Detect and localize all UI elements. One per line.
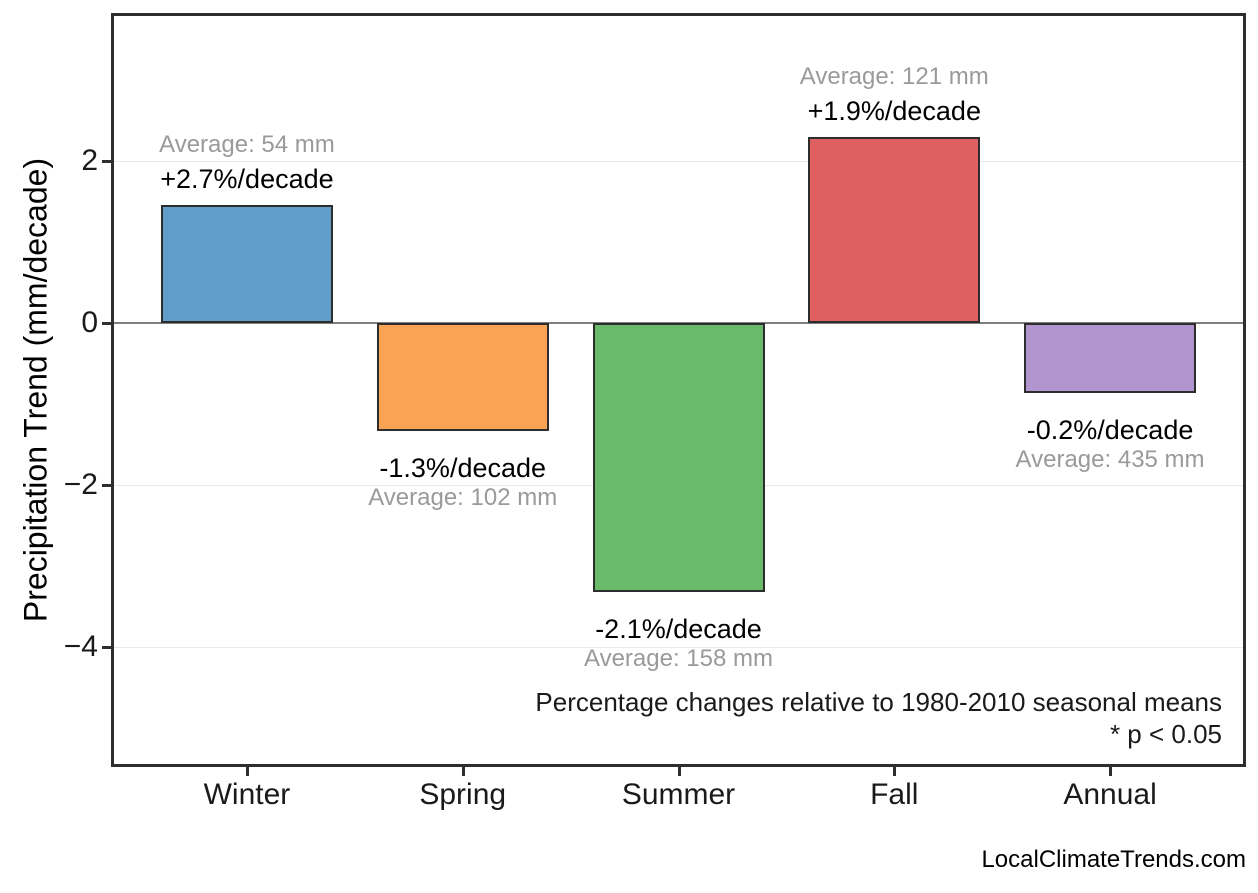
bar-summer bbox=[592, 323, 765, 592]
y-tick-label: 0 bbox=[81, 306, 98, 339]
annotation-significance: * p < 0.05 bbox=[1109, 719, 1222, 749]
annotation-note: Percentage changes relative to 1980-2010… bbox=[535, 687, 1222, 717]
y-axis-title: Precipitation Trend (mm/decade) bbox=[17, 157, 54, 623]
bar-winter bbox=[160, 204, 333, 323]
bar-fall bbox=[808, 136, 981, 323]
avg-label-fall: Average: 121 mm bbox=[799, 62, 989, 90]
x-tick-mark bbox=[677, 767, 681, 776]
gridline-y-2 bbox=[111, 161, 1246, 162]
pct-label-winter: +2.7%/decade bbox=[160, 163, 334, 194]
x-tick-mark bbox=[1109, 767, 1113, 776]
y-tick-mark bbox=[102, 484, 111, 487]
avg-label-summer: Average: 158 mm bbox=[584, 644, 773, 672]
x-tick-label-winter: Winter bbox=[203, 778, 291, 811]
bar-annual bbox=[1024, 323, 1197, 394]
watermark-text: LocalClimateTrends.com bbox=[981, 846, 1246, 873]
pct-label-annual: -0.2%/decade bbox=[1026, 415, 1194, 446]
y-tick-mark bbox=[102, 646, 111, 649]
pct-label-fall: +1.9%/decade bbox=[807, 95, 981, 126]
x-tick-label-annual: Annual bbox=[1063, 778, 1157, 811]
avg-label-winter: Average: 54 mm bbox=[159, 130, 335, 158]
y-tick-mark bbox=[102, 160, 111, 163]
x-tick-mark bbox=[893, 767, 897, 776]
avg-label-annual: Average: 435 mm bbox=[1015, 446, 1205, 474]
pct-label-spring: -1.3%/decade bbox=[379, 452, 547, 483]
y-tick-label: 2 bbox=[81, 144, 98, 177]
y-tick-mark bbox=[102, 322, 111, 325]
x-tick-label-summer: Summer bbox=[621, 778, 736, 811]
plot-area: +2.7%/decade Average: 54 mm -1.3%/decade Av… bbox=[111, 13, 1246, 767]
avg-label-spring: Average: 102 mm bbox=[368, 483, 558, 511]
x-tick-label-fall: Fall bbox=[870, 778, 919, 811]
pct-label-summer: -2.1%/decade bbox=[595, 613, 762, 644]
y-tick-label: −2 bbox=[63, 468, 98, 501]
gridline-y--4 bbox=[111, 647, 1246, 648]
x-tick-mark bbox=[245, 767, 249, 776]
x-tick-mark bbox=[461, 767, 465, 776]
y-tick-label: −4 bbox=[63, 630, 98, 663]
x-tick-label-spring: Spring bbox=[419, 778, 507, 811]
bar-spring bbox=[376, 323, 549, 431]
